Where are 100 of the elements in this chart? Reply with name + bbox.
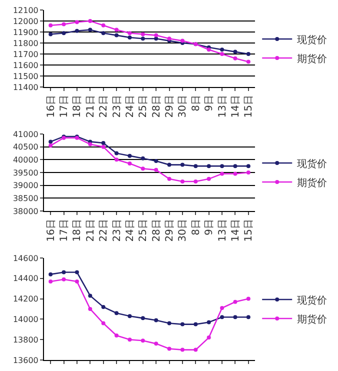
y-tick-label: 14000 bbox=[12, 315, 38, 324]
point bbox=[74, 279, 79, 284]
point bbox=[140, 156, 145, 160]
point bbox=[246, 60, 250, 64]
point bbox=[101, 140, 106, 145]
point bbox=[48, 23, 53, 28]
x-tick-label: 8日 bbox=[190, 219, 202, 236]
point bbox=[62, 22, 66, 26]
point bbox=[220, 306, 224, 310]
point bbox=[114, 334, 119, 338]
y-tick-label: 13800 bbox=[12, 335, 38, 344]
x-tick-label: 22日 bbox=[98, 95, 110, 118]
point bbox=[114, 158, 119, 162]
y-tick-label: 40000 bbox=[12, 155, 38, 164]
point bbox=[206, 320, 211, 324]
x-tick-label: 23日 bbox=[112, 95, 123, 118]
point bbox=[48, 279, 53, 284]
x-tick-label: 14日 bbox=[230, 219, 242, 242]
point bbox=[101, 23, 106, 28]
x-tick-label: 30日 bbox=[178, 219, 189, 242]
point bbox=[154, 33, 158, 38]
y-tick-label: 11700 bbox=[12, 50, 38, 59]
y-tick-label: 14400 bbox=[12, 274, 38, 284]
y-tick-label: 12000 bbox=[12, 16, 38, 26]
point bbox=[101, 144, 106, 149]
point bbox=[140, 316, 145, 320]
x-tick-label: 18日 bbox=[72, 95, 84, 118]
y-tick-label: 41000 bbox=[12, 130, 38, 139]
legend-label: 现货价 bbox=[297, 158, 328, 170]
point bbox=[206, 164, 211, 168]
y-tick-label: 38000 bbox=[12, 206, 38, 216]
x-tick-label: 28日 bbox=[151, 219, 162, 242]
point bbox=[88, 142, 92, 146]
point bbox=[233, 164, 238, 168]
y-tick-label: 13600 bbox=[12, 356, 38, 365]
point bbox=[114, 151, 119, 156]
y-tick-label: 11400 bbox=[12, 82, 38, 92]
point bbox=[220, 172, 224, 176]
point bbox=[167, 346, 172, 351]
point bbox=[167, 321, 172, 326]
y-tick-label: 11500 bbox=[12, 72, 38, 81]
x-tick-label: 16日 bbox=[46, 219, 57, 242]
x-tick-label: 24日 bbox=[124, 95, 136, 118]
x-tick-label: 9日 bbox=[204, 95, 216, 112]
x-tick-label: 21日 bbox=[85, 219, 96, 242]
point bbox=[128, 314, 132, 318]
point bbox=[74, 20, 79, 24]
point bbox=[206, 48, 211, 52]
point bbox=[88, 294, 92, 298]
point bbox=[180, 348, 184, 352]
point bbox=[206, 336, 211, 340]
point bbox=[233, 315, 238, 320]
y-tick-label: 11600 bbox=[12, 60, 38, 70]
point bbox=[48, 32, 53, 36]
x-tick-label: 8日 bbox=[190, 95, 202, 112]
point bbox=[101, 321, 106, 326]
y-tick-label: 11800 bbox=[12, 38, 38, 48]
y-tick-label: 38500 bbox=[12, 194, 38, 203]
point bbox=[128, 162, 132, 166]
point bbox=[62, 31, 66, 36]
point bbox=[233, 300, 238, 304]
x-tick-label: 14日 bbox=[230, 95, 242, 118]
point bbox=[88, 28, 92, 32]
x-tick-label: 15日 bbox=[244, 95, 255, 118]
point bbox=[48, 272, 53, 276]
point bbox=[101, 304, 106, 309]
x-tick-label: 25日 bbox=[138, 95, 150, 118]
point bbox=[74, 270, 79, 274]
legend-label: 现货价 bbox=[297, 294, 328, 306]
point bbox=[128, 338, 132, 342]
x-tick-label: 16日 bbox=[46, 95, 57, 118]
legend-label: 期货价 bbox=[297, 52, 328, 65]
x-tick-label: 13日 bbox=[217, 95, 228, 118]
y-tick-label: 14600 bbox=[12, 254, 38, 263]
y-tick-label: 39500 bbox=[12, 168, 38, 178]
x-tick-label: 22日 bbox=[98, 219, 110, 242]
point bbox=[88, 19, 92, 23]
point bbox=[140, 338, 145, 343]
point bbox=[220, 52, 224, 56]
point bbox=[154, 318, 158, 322]
point bbox=[246, 164, 250, 168]
point bbox=[128, 154, 132, 158]
point bbox=[220, 164, 224, 168]
x-tick-label: 24日 bbox=[124, 219, 136, 242]
point bbox=[167, 176, 172, 181]
x-tick-label: 21日 bbox=[85, 95, 96, 118]
point bbox=[48, 144, 53, 148]
point bbox=[233, 56, 238, 60]
point bbox=[246, 296, 250, 301]
point bbox=[154, 158, 158, 163]
x-tick-label: 28日 bbox=[151, 95, 162, 118]
point bbox=[140, 36, 145, 41]
x-tick-label: 17日 bbox=[59, 219, 70, 242]
point bbox=[140, 32, 145, 36]
y-tick-label: 14200 bbox=[12, 294, 38, 304]
point bbox=[233, 172, 238, 176]
point bbox=[128, 36, 132, 40]
point bbox=[194, 164, 198, 168]
y-tick-label: 12100 bbox=[12, 6, 38, 15]
point bbox=[194, 179, 198, 184]
